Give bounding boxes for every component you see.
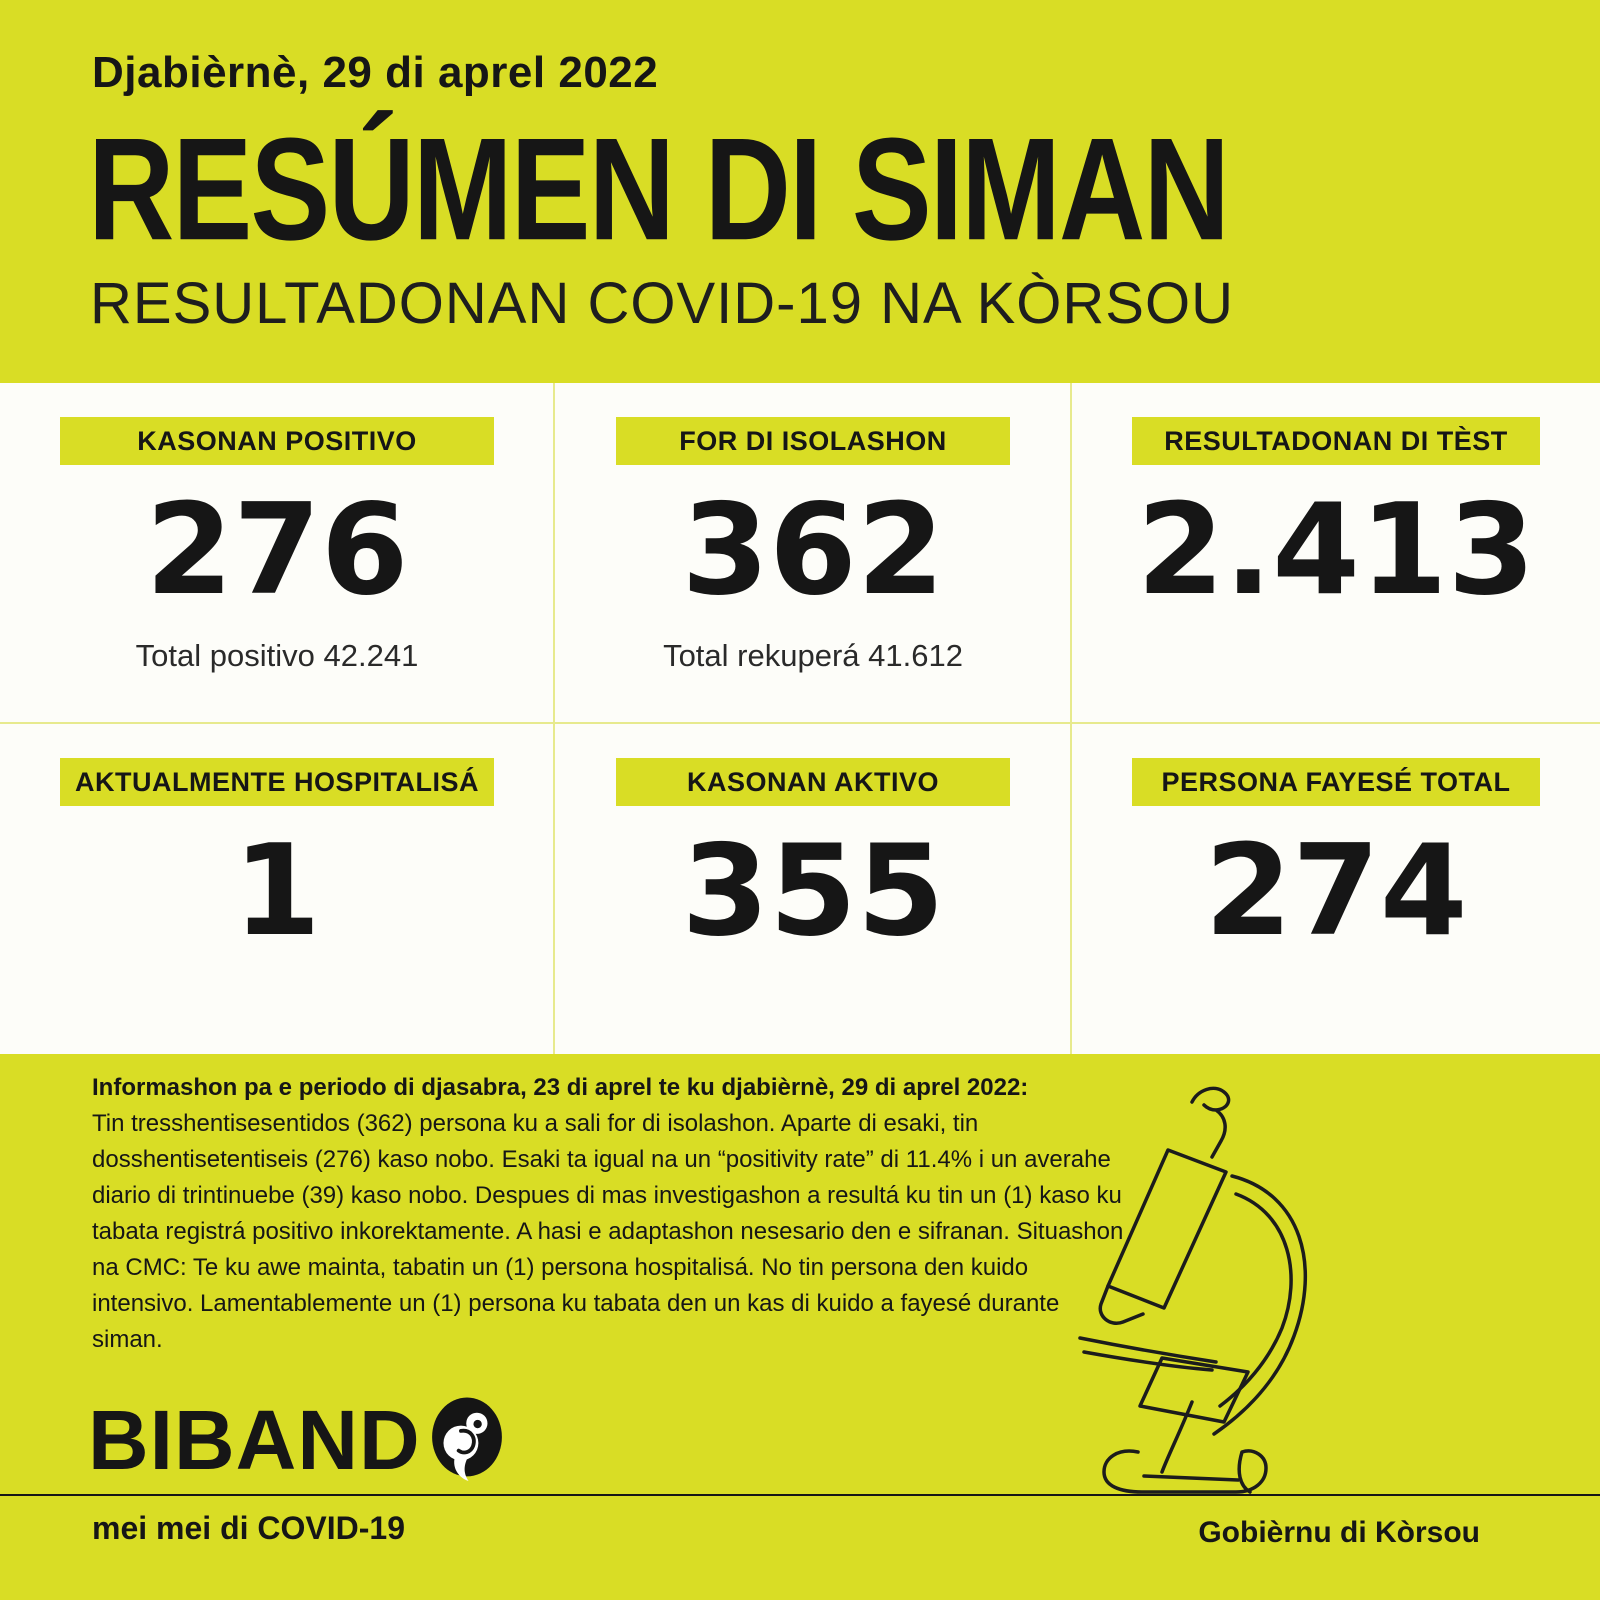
stat-note: Total rekuperá 41.612	[663, 638, 963, 673]
stat-card-for-di-isolashon: FOR DI ISOLASHON 362 Total rekuperá 41.6…	[556, 383, 1070, 722]
bibando-wordmark-text: BIBAND	[88, 1393, 421, 1487]
stat-card-kasonan-positivo: KASONAN POSITIVO 276 Total positivo 42.2…	[0, 383, 554, 722]
stat-card-resultadonan-di-test: RESULTADONAN DI TÈST 2.413	[1072, 383, 1600, 722]
stats-band	[0, 383, 1600, 1054]
bibando-wordmark: BIBAND	[88, 1396, 505, 1484]
stat-note: Total positivo 42.241	[135, 638, 419, 673]
stat-label: PERSONA FAYESÉ TOTAL	[1132, 758, 1540, 806]
header-date: Djabièrnè, 29 di aprel 2022	[92, 48, 659, 97]
stat-card-persona-fayese-total: PERSONA FAYESÉ TOTAL 274	[1072, 724, 1600, 1054]
footer-rule	[0, 1494, 1600, 1496]
stat-label: FOR DI ISOLASHON	[616, 417, 1010, 465]
footer: Informashon pa e periodo di djasabra, 23…	[0, 1054, 1600, 1600]
stat-value: 362	[681, 476, 945, 623]
bibando-swirl-logo-icon	[431, 1397, 502, 1481]
stat-card-kasonan-aktivo: KASONAN AKTIVO 355	[556, 724, 1070, 1054]
stat-value: 276	[145, 476, 409, 623]
government-credit: Gobièrnu di Kòrsou	[1198, 1516, 1480, 1549]
stat-value: 1	[233, 817, 321, 964]
page-subtitle: RESULTADONAN COVID-19 NA KÒRSOU	[90, 271, 1234, 336]
stat-value: 355	[681, 817, 945, 964]
brand-tagline: mei mei di COVID-19	[92, 1510, 405, 1546]
info-body: Tin tresshentisesentidos (362) persona k…	[92, 1110, 1124, 1353]
info-heading: Informashon pa e periodo di djasabra, 23…	[92, 1074, 1029, 1101]
stat-value: 274	[1204, 817, 1468, 964]
microscope-illustration	[1078, 1086, 1308, 1494]
stat-card-aktualmente-hospitalisa: AKTUALMENTE HOSPITALISÁ 1	[0, 724, 554, 1054]
stat-label: KASONAN AKTIVO	[616, 758, 1010, 806]
stat-label: RESULTADONAN DI TÈST	[1132, 417, 1540, 465]
info-paragraph: Informashon pa e periodo di djasabra, 23…	[92, 1070, 1132, 1358]
divider-vertical	[553, 383, 555, 1054]
stat-value: 2.413	[1136, 476, 1536, 623]
divider-horizontal	[0, 722, 1600, 724]
stat-label: AKTUALMENTE HOSPITALISÁ	[60, 758, 494, 806]
header: Djabièrnè, 29 di aprel 2022 RESÚMEN DI S…	[0, 0, 1600, 383]
divider-vertical	[1070, 383, 1072, 1054]
stat-label: KASONAN POSITIVO	[60, 417, 494, 465]
page-title: RESÚMEN DI SIMAN	[88, 107, 1230, 271]
